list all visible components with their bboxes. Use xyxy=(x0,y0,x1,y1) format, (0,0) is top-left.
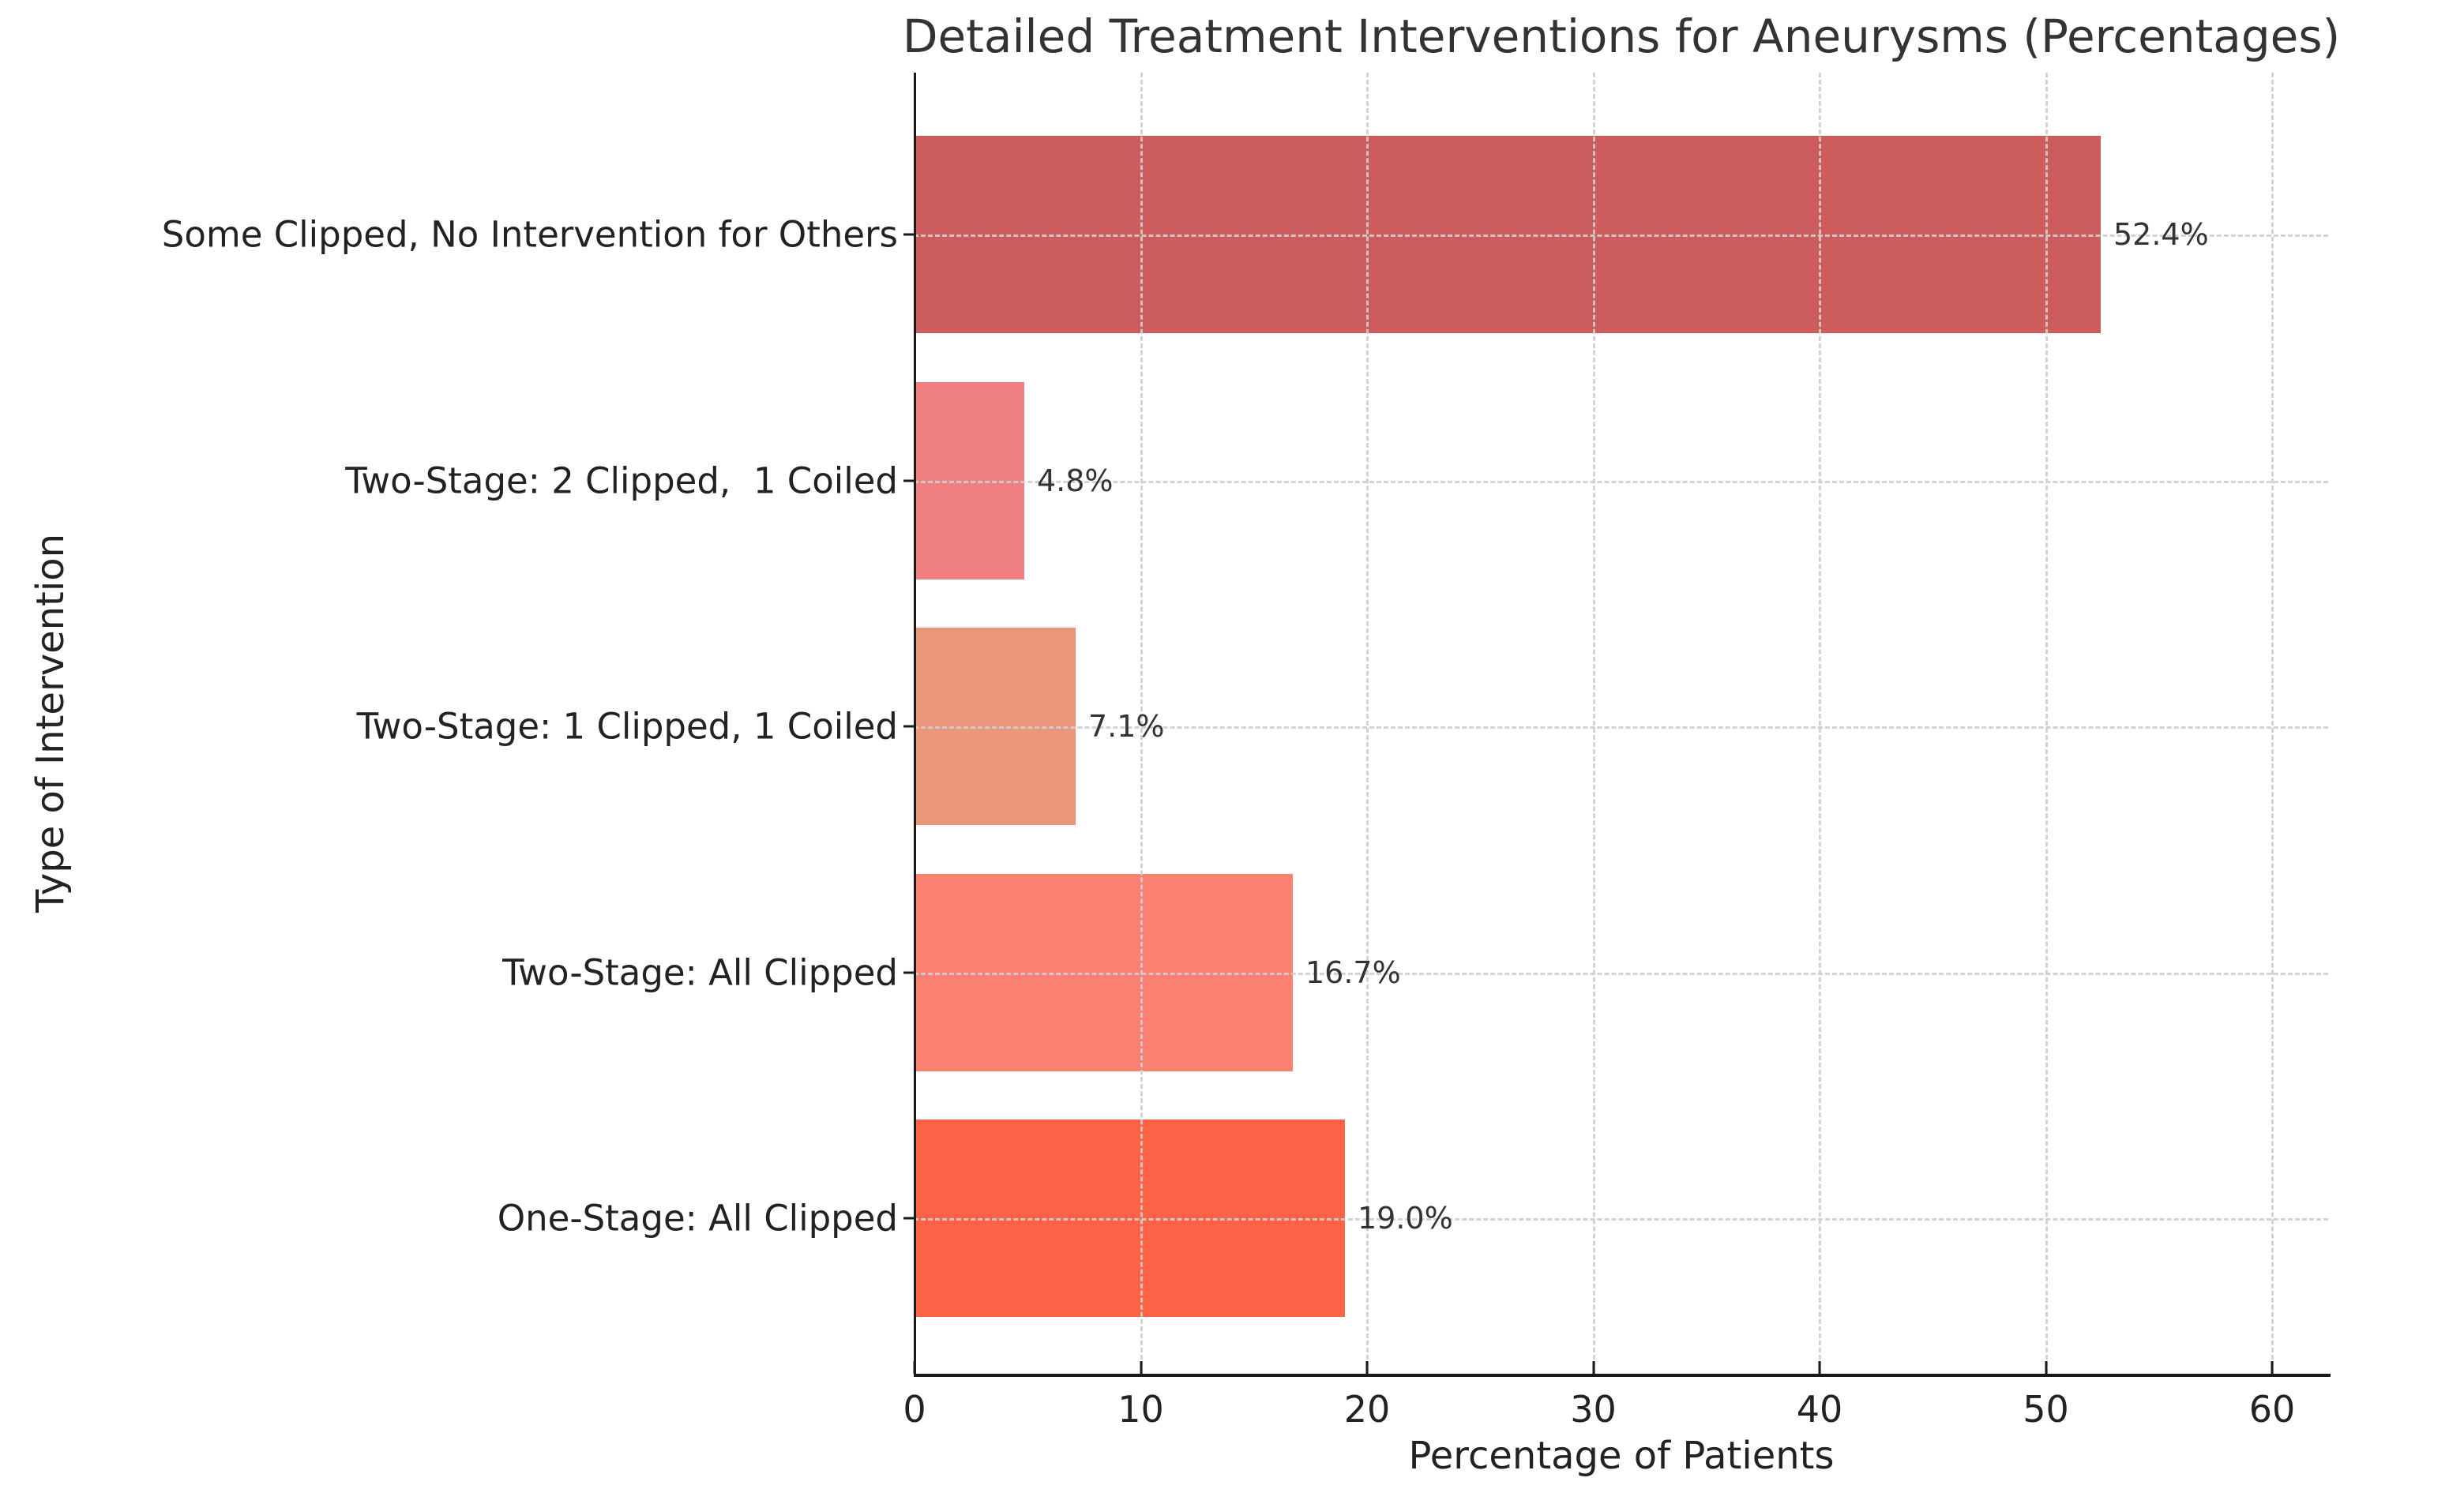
x-tick-mark xyxy=(1365,1361,1369,1374)
gridline-horizontal xyxy=(914,726,2328,729)
value-label: 4.8% xyxy=(1037,463,1114,498)
x-tick-label: 60 xyxy=(2248,1388,2296,1431)
y-tick-mark xyxy=(903,1217,915,1220)
category-label: Two-Stage: 2 Clipped, 1 Coiled xyxy=(345,459,898,501)
x-tick-label: 50 xyxy=(2023,1388,2069,1431)
category-label: Some Clipped, No Intervention for Others xyxy=(161,213,898,256)
gridline-horizontal xyxy=(914,972,2328,975)
gridline-vertical xyxy=(2271,73,2274,1374)
value-label: 52.4% xyxy=(2113,217,2209,252)
x-tick-label: 10 xyxy=(1117,1388,1164,1431)
x-axis-label: Percentage of Patients xyxy=(1408,1434,1835,1478)
x-tick-label: 30 xyxy=(1570,1388,1617,1431)
gridline-vertical xyxy=(1819,73,1821,1374)
gridline-vertical xyxy=(1140,73,1143,1374)
y-tick-mark xyxy=(903,233,915,236)
gridline-horizontal xyxy=(914,480,2328,483)
gridline-horizontal xyxy=(914,234,2328,237)
value-label: 19.0% xyxy=(1358,1201,1453,1236)
value-label: 16.7% xyxy=(1305,955,1401,990)
x-tick-mark xyxy=(1818,1361,1821,1374)
x-tick-mark xyxy=(1592,1361,1594,1374)
category-label: One-Stage: All Clipped xyxy=(497,1197,898,1240)
value-label: 7.1% xyxy=(1088,709,1165,744)
y-axis-spine xyxy=(914,73,916,1375)
x-tick-label: 20 xyxy=(1343,1388,1391,1431)
y-tick-mark xyxy=(903,479,915,482)
gridline-vertical xyxy=(2045,73,2048,1374)
x-axis-spine xyxy=(914,1374,2331,1377)
gridline-vertical xyxy=(1366,73,1369,1374)
x-tick-label: 0 xyxy=(903,1388,926,1431)
y-tick-mark xyxy=(903,971,915,973)
gridline-vertical xyxy=(1592,73,1595,1374)
x-tick-label: 40 xyxy=(1796,1388,1843,1431)
gridline-horizontal xyxy=(914,1218,2328,1221)
category-label: Two-Stage: All Clipped xyxy=(502,951,898,993)
y-axis-label: Type of Intervention xyxy=(28,534,73,913)
x-tick-mark xyxy=(2045,1361,2047,1374)
x-tick-mark xyxy=(2271,1361,2274,1374)
chart-title: Detailed Treatment Interventions for Ane… xyxy=(902,9,2341,63)
category-label: Two-Stage: 1 Clipped, 1 Coiled xyxy=(356,705,898,748)
x-tick-mark xyxy=(1140,1361,1142,1374)
y-tick-mark xyxy=(903,725,915,728)
x-tick-mark xyxy=(913,1361,916,1374)
